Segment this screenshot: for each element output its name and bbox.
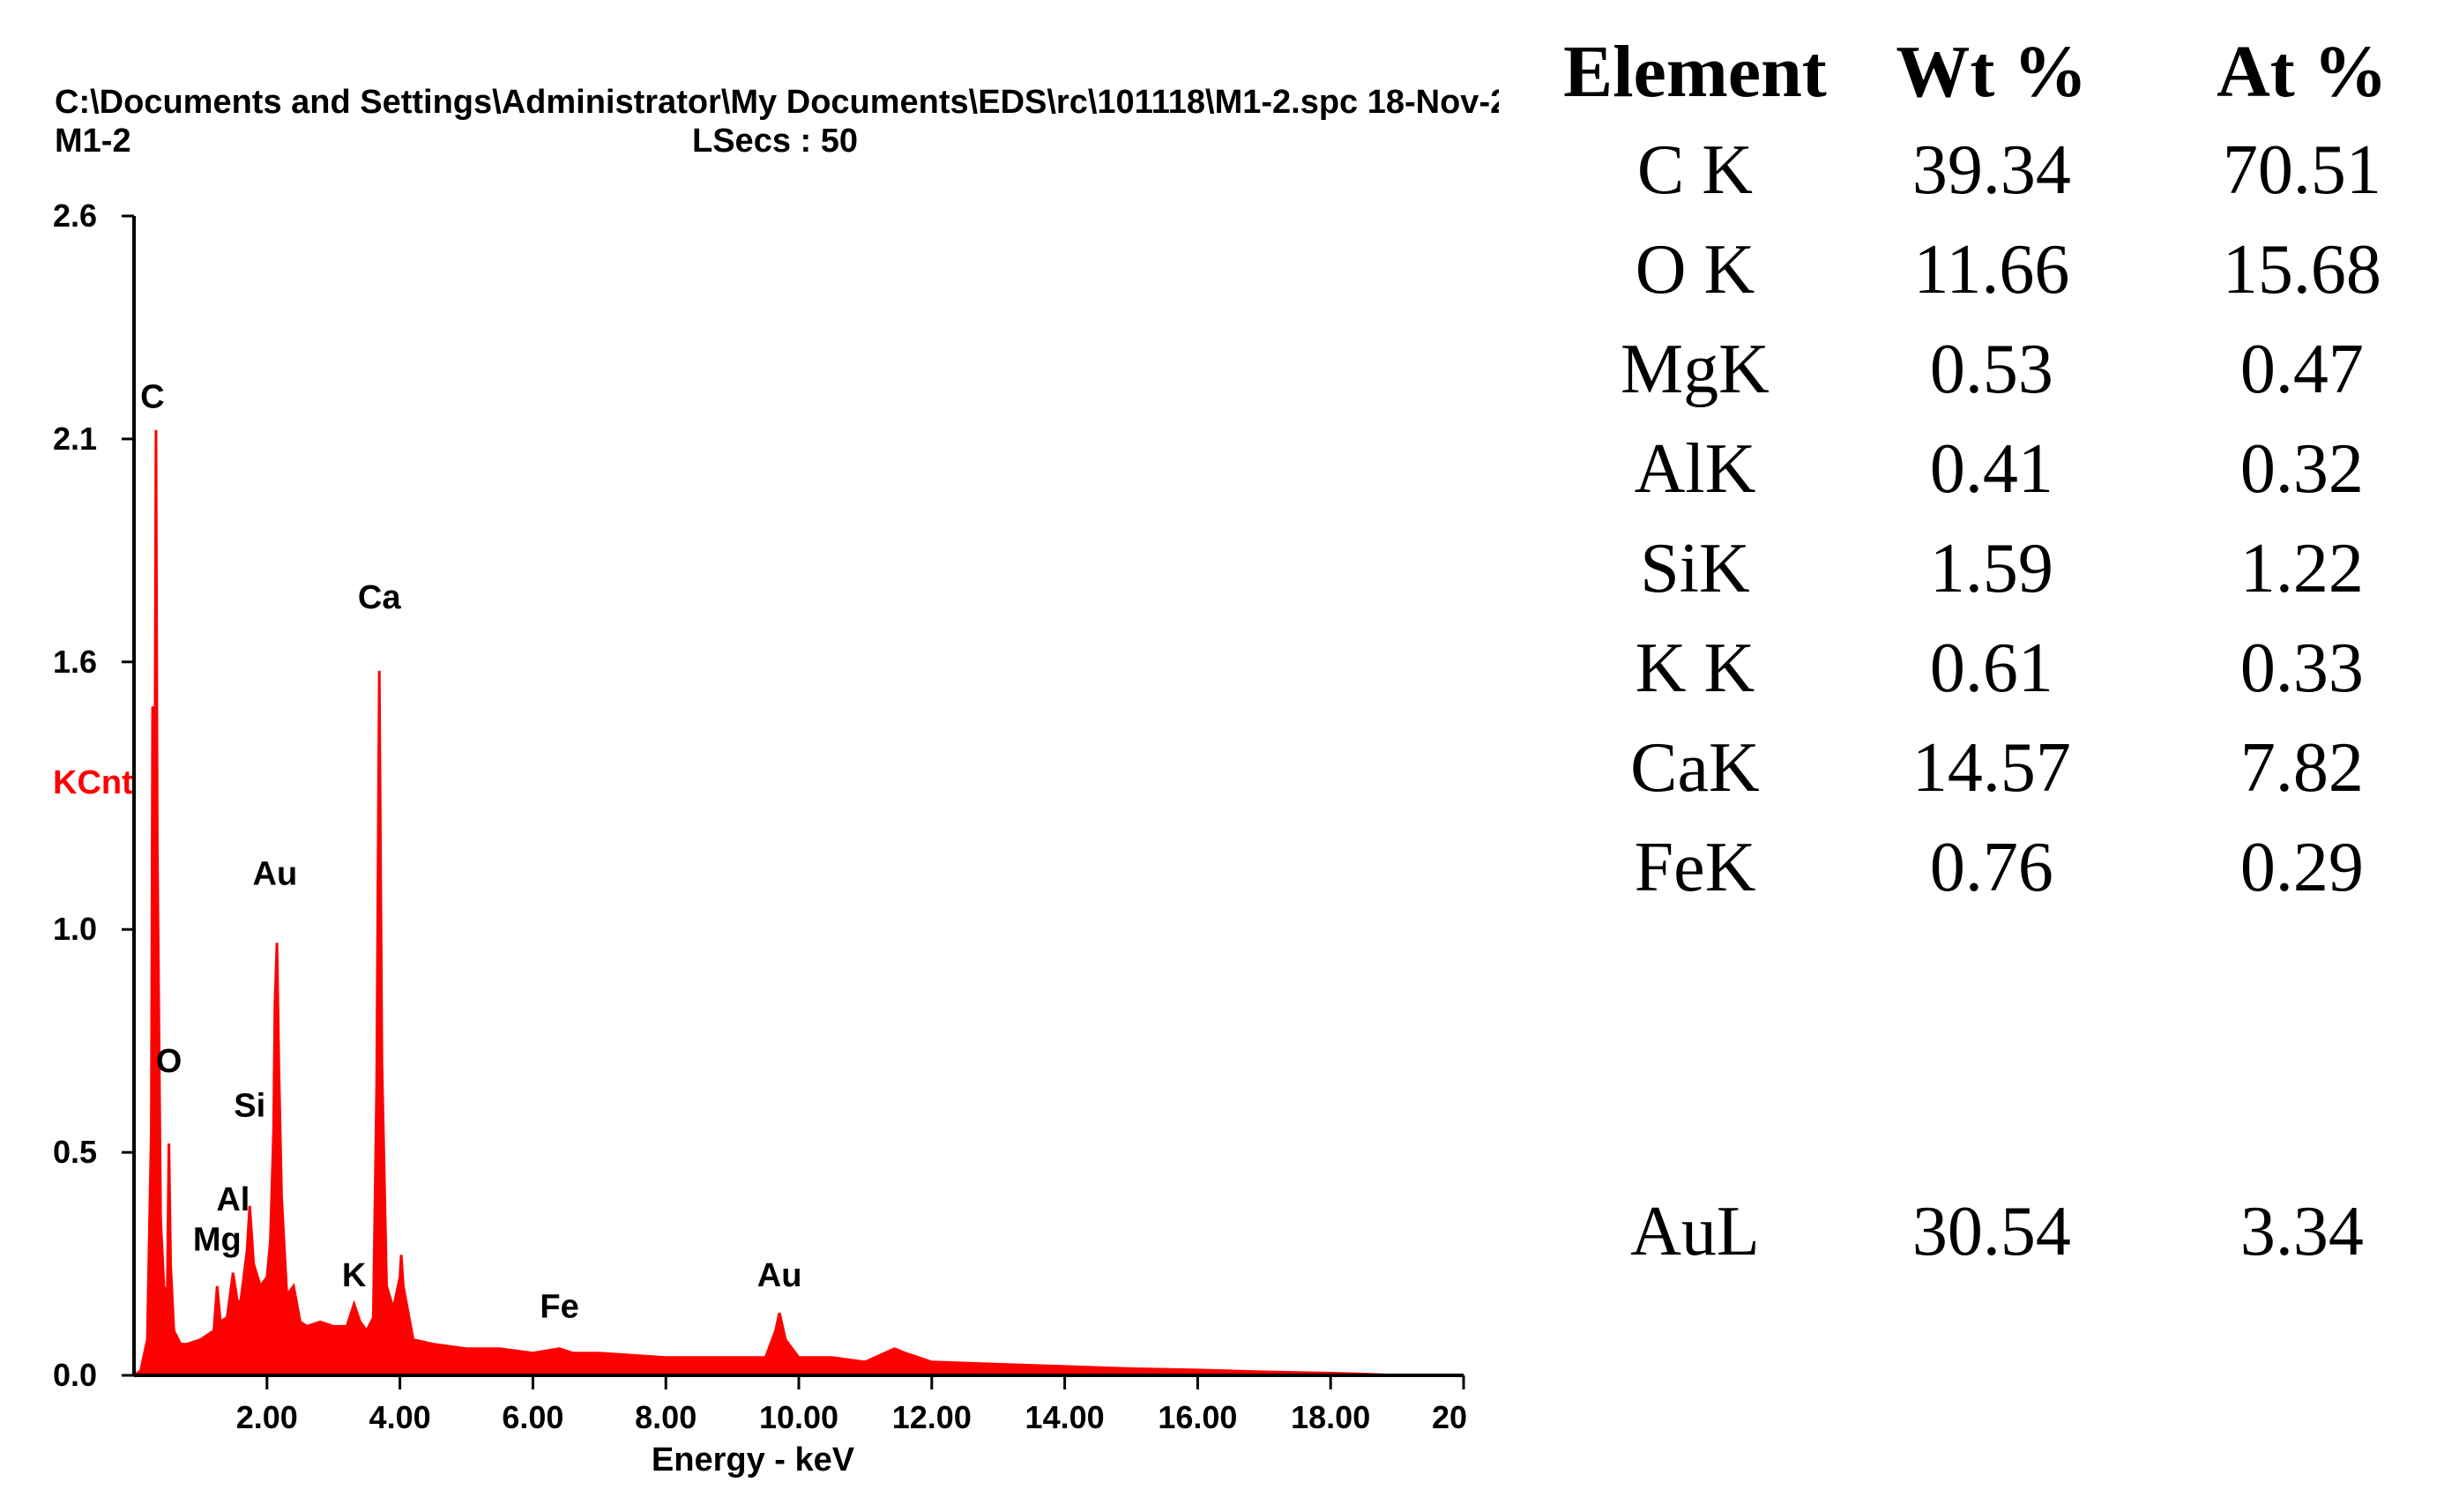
x-tick-label: 20	[1432, 1399, 1467, 1435]
peak-label: Mg	[193, 1221, 242, 1258]
element-cell: O K	[1635, 231, 1755, 309]
peak-label: O	[156, 1043, 183, 1080]
col-header-at: At %	[2217, 30, 2388, 113]
table-spacer-row	[1552, 918, 2459, 1182]
table-row: K K 0.61 0.33	[1552, 619, 2459, 719]
spectrum-series	[130, 429, 1464, 1377]
element-cell: C K	[1636, 131, 1754, 209]
wt-cell: 0.41	[1929, 430, 2053, 508]
x-axis-label: Energy - keV	[652, 1441, 855, 1478]
element-cell: SiK	[1640, 530, 1750, 607]
at-cell: 0.47	[2239, 331, 2364, 408]
eds-spectrum-chart: C:\Documents and Settings\Administrator\…	[53, 84, 1499, 1478]
live-seconds: LSecs : 50	[692, 123, 858, 160]
table-row: O K 11.66 15.68	[1552, 220, 2459, 320]
x-tick-label: 2.00	[236, 1399, 298, 1435]
x-tick-label: 18.00	[1291, 1399, 1370, 1435]
col-header-element: Element	[1563, 30, 1827, 113]
wt-cell: 0.61	[1929, 629, 2053, 707]
wt-cell: 0.53	[1929, 331, 2053, 408]
y-tick-label: 2.6	[53, 197, 97, 234]
x-tick-label: 10.00	[759, 1399, 838, 1435]
x-tick-label: 4.00	[369, 1399, 431, 1435]
at-cell: 3.34	[2239, 1193, 2364, 1270]
peak-label: Fe	[540, 1288, 578, 1325]
element-cell: MgK	[1621, 331, 1770, 408]
wt-cell: 14.57	[1911, 729, 2071, 807]
at-cell: 70.51	[2222, 131, 2381, 209]
file-path-header: C:\Documents and Settings\Administrator\…	[55, 84, 1499, 121]
wt-cell: 30.54	[1911, 1193, 2071, 1270]
at-cell: 0.29	[2239, 829, 2364, 906]
chart-axes	[132, 216, 1464, 1377]
table-row: AuL 30.54 3.34	[1552, 1182, 2459, 1282]
wt-cell: 39.34	[1911, 131, 2071, 209]
table-row: AlK 0.41 0.32	[1552, 420, 2459, 519]
table-row: C K 39.34 70.51	[1552, 121, 2459, 220]
table-row: MgK 0.53 0.47	[1552, 320, 2459, 420]
wt-cell: 11.66	[1913, 231, 2070, 309]
y-tick-label: 0.0	[53, 1357, 97, 1393]
x-tick-label: 8.00	[635, 1399, 697, 1435]
y-axis-label: KCnt	[53, 764, 133, 801]
col-header-wt: Wt %	[1896, 30, 2088, 113]
peak-label: Au	[757, 1257, 802, 1294]
peak-label: C	[140, 378, 164, 415]
y-tick-label: 1.0	[53, 911, 97, 947]
table-row: CaK 14.57 7.82	[1552, 719, 2459, 818]
table-row: FeK 0.76 0.29	[1552, 818, 2459, 918]
sample-name: M1-2	[55, 123, 131, 160]
at-cell: 1.22	[2239, 530, 2364, 607]
y-tick-label: 1.6	[53, 644, 97, 680]
x-tick-label: 14.00	[1025, 1399, 1105, 1435]
element-cell: CaK	[1630, 729, 1760, 807]
table-row: SiK 1.59 1.22	[1552, 519, 2459, 619]
wt-cell: 1.59	[1929, 530, 2053, 607]
spectrum-fill	[130, 429, 1464, 1377]
at-cell: 0.32	[2239, 430, 2364, 508]
y-axis-ticks: 0.0 0.5 1.0 1.6 2.1 2.6	[53, 197, 134, 1393]
x-tick-label: 12.00	[892, 1399, 972, 1435]
peak-label: Al	[216, 1181, 250, 1218]
element-cell: AuL	[1630, 1193, 1760, 1270]
at-cell: 15.68	[2222, 231, 2381, 309]
y-tick-label: 2.1	[53, 421, 97, 457]
y-tick-label: 0.5	[53, 1134, 97, 1170]
table-header-row: Element Wt % At %	[1552, 22, 2459, 121]
element-cell: K K	[1635, 629, 1755, 707]
element-cell: AlK	[1634, 430, 1756, 508]
x-axis-ticks: 2.00 4.00 6.00 8.00 10.00 12.00 14.00 16.00 18.0…	[236, 1375, 1467, 1435]
peak-label: K	[342, 1257, 367, 1294]
wt-cell: 0.76	[1929, 829, 2053, 906]
composition-table: Element Wt % At % C K 39.34 70.51 O K 11…	[1552, 22, 2459, 1282]
at-cell: 0.33	[2239, 629, 2364, 707]
peak-label: Au	[253, 856, 298, 893]
peak-label: Ca	[358, 579, 401, 616]
at-cell: 7.82	[2239, 729, 2364, 807]
element-cell: FeK	[1634, 829, 1756, 906]
peak-label: Si	[234, 1088, 265, 1125]
x-tick-label: 16.00	[1158, 1399, 1237, 1435]
x-tick-label: 6.00	[502, 1399, 563, 1435]
